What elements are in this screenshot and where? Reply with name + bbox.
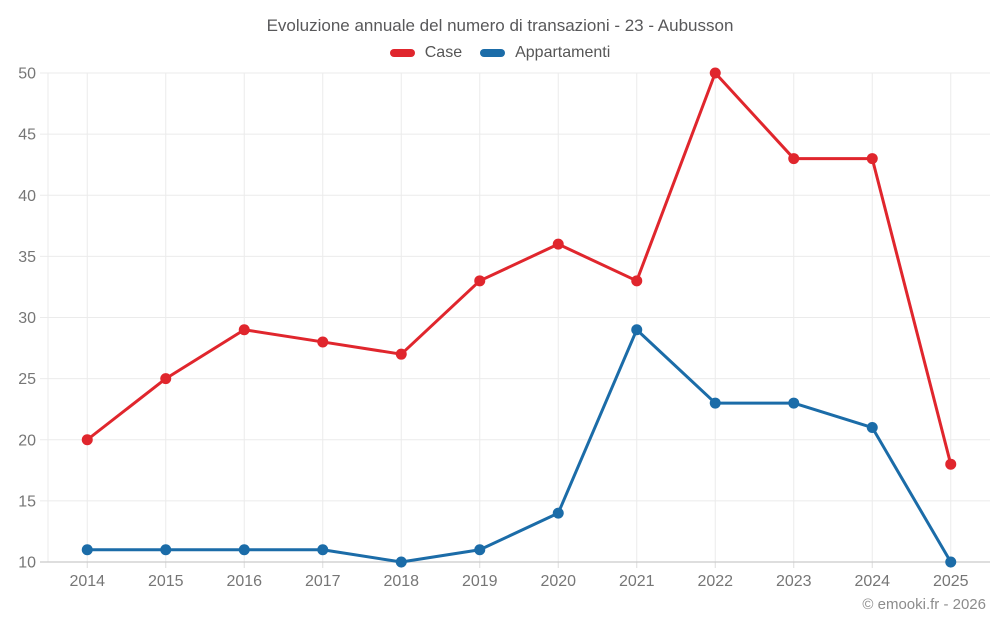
- appartamenti-point[interactable]: [395, 556, 407, 568]
- appartamenti-swatch-icon: [480, 49, 506, 57]
- x-tick-label: 2024: [854, 573, 890, 590]
- appartamenti-point[interactable]: [238, 544, 250, 556]
- copyright-credit: © emooki.fr - 2026: [862, 596, 986, 613]
- x-tick-label: 2016: [226, 573, 262, 590]
- legend-label-appartamenti: Appartamenti: [515, 44, 611, 61]
- appartamenti-point[interactable]: [474, 544, 486, 556]
- appartamenti-point[interactable]: [317, 544, 329, 556]
- appartamenti-point[interactable]: [631, 324, 643, 336]
- appartamenti-point[interactable]: [788, 397, 800, 409]
- y-tick-label: 25: [18, 371, 36, 388]
- case-point[interactable]: [474, 275, 486, 287]
- case-point[interactable]: [631, 275, 643, 287]
- y-tick-label: 10: [18, 555, 36, 572]
- x-tick-label: 2015: [148, 573, 184, 590]
- x-tick-label: 2018: [383, 573, 419, 590]
- y-tick-label: 40: [18, 188, 36, 205]
- case-point[interactable]: [788, 153, 800, 165]
- case-point[interactable]: [945, 458, 957, 470]
- y-tick-label: 35: [18, 249, 36, 266]
- appartamenti-point[interactable]: [81, 544, 93, 556]
- case-point[interactable]: [238, 324, 250, 336]
- y-tick-label: 50: [18, 66, 36, 83]
- y-tick-label: 30: [18, 310, 36, 327]
- x-tick-label: 2014: [69, 573, 105, 590]
- y-tick-label: 15: [18, 493, 36, 510]
- x-tick-label: 2021: [619, 573, 655, 590]
- case-swatch-icon: [389, 49, 415, 57]
- appartamenti-point[interactable]: [945, 556, 957, 568]
- appartamenti-point[interactable]: [866, 422, 878, 434]
- case-point[interactable]: [317, 336, 329, 348]
- y-tick-label: 20: [18, 432, 36, 449]
- legend-label-case: Case: [424, 44, 463, 61]
- appartamenti-point[interactable]: [552, 507, 564, 519]
- y-tick-label: 45: [18, 127, 36, 144]
- case-point[interactable]: [709, 67, 721, 79]
- chart-legend: Case Appartamenti: [0, 44, 1000, 62]
- case-point[interactable]: [81, 434, 93, 446]
- chart-title: Evoluzione annuale del numero di transaz…: [266, 16, 734, 35]
- x-tick-label: 2022: [697, 573, 733, 590]
- x-tick-label: 2020: [540, 573, 576, 590]
- x-tick-label: 2025: [933, 573, 969, 590]
- case-point[interactable]: [160, 373, 172, 385]
- case-point[interactable]: [866, 153, 878, 165]
- case-point[interactable]: [552, 238, 564, 250]
- x-tick-label: 2017: [305, 573, 341, 590]
- appartamenti-point[interactable]: [709, 397, 721, 409]
- case-line: [85, 71, 953, 466]
- legend-item-appartamenti[interactable]: Appartamenti: [480, 44, 610, 62]
- x-tick-label: 2019: [462, 573, 498, 590]
- appartamenti-line: [85, 328, 953, 564]
- legend-item-case[interactable]: Case: [389, 44, 463, 62]
- appartamenti-point[interactable]: [160, 544, 172, 556]
- case-point[interactable]: [395, 348, 407, 360]
- x-tick-label: 2023: [776, 573, 812, 590]
